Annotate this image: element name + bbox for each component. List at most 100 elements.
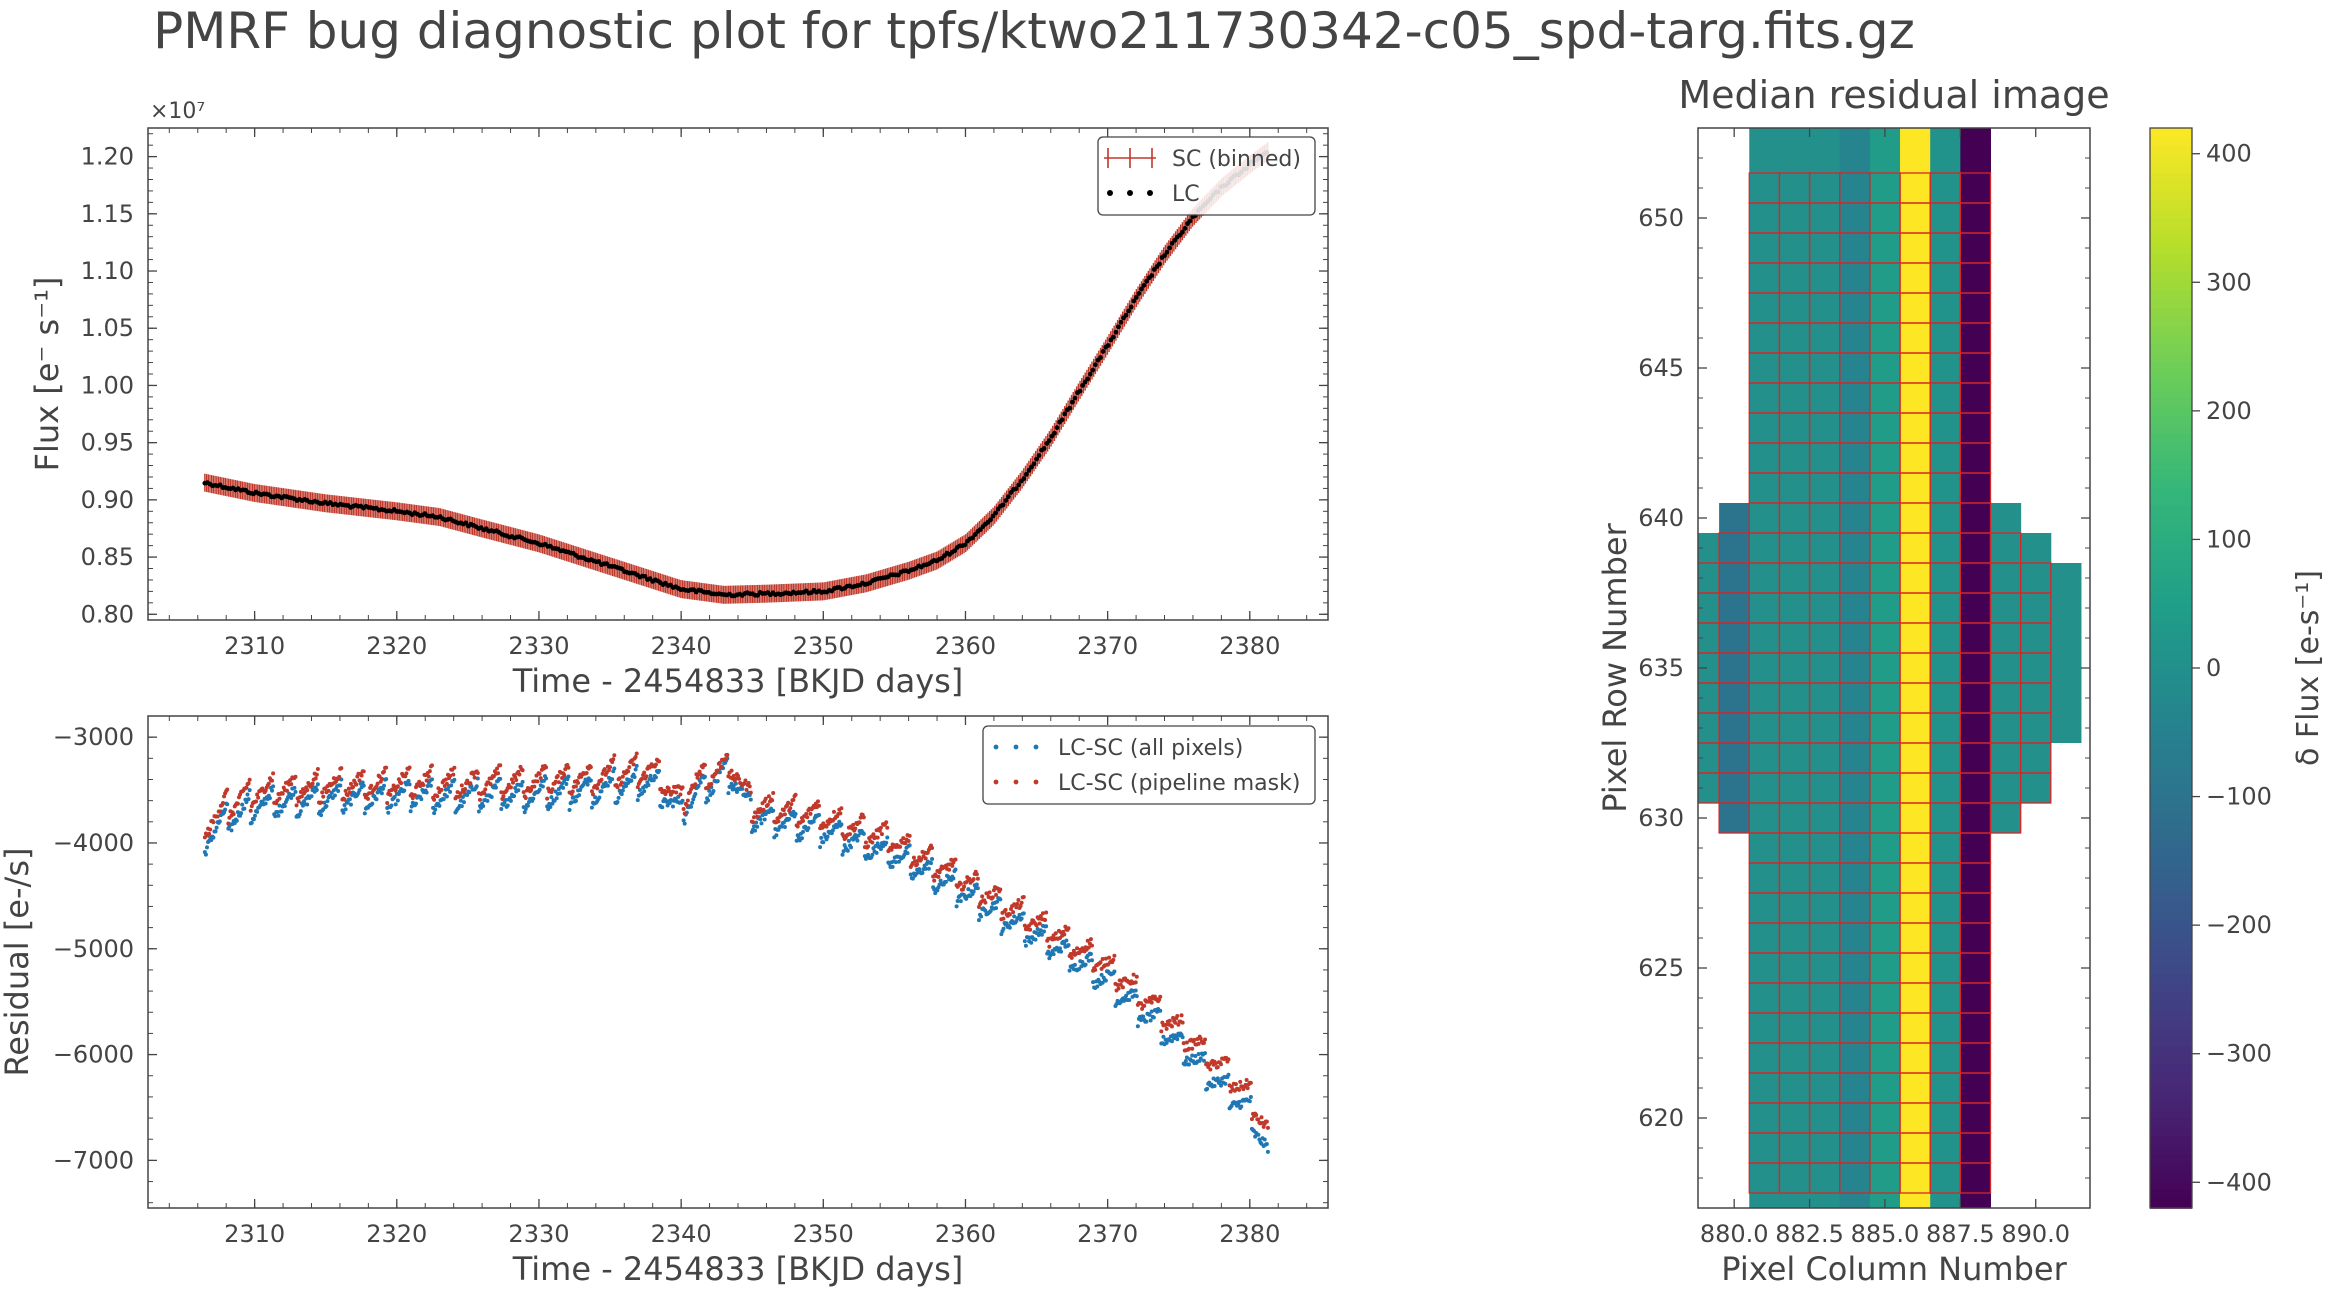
colorbar-step — [2150, 353, 2192, 363]
all-pixels-point — [379, 791, 384, 796]
all-pixels-point — [271, 784, 276, 789]
pipeline-mask-point — [1003, 907, 1008, 912]
pipeline-mask-point — [608, 765, 613, 770]
pixel-column — [1869, 128, 1901, 1208]
x-tick-label: 2320 — [366, 1220, 427, 1248]
colorbar-step — [2150, 398, 2192, 408]
all-pixels-point — [527, 799, 532, 804]
pipeline-mask-point — [950, 863, 955, 868]
lc-point — [1118, 319, 1124, 325]
all-pixels-point — [1042, 929, 1047, 934]
pipeline-mask-point — [563, 767, 568, 772]
lc-point — [1062, 411, 1068, 417]
x-tick-label: 2330 — [508, 1220, 569, 1248]
all-pixels-point — [584, 779, 589, 784]
all-pixels-point — [485, 798, 490, 803]
pipeline-mask-point — [277, 796, 282, 801]
all-pixels-point — [755, 824, 760, 829]
colorbar-step — [2150, 758, 2192, 768]
pipeline-mask-point — [729, 768, 734, 773]
lc-point — [1187, 218, 1193, 224]
all-pixels-point — [225, 802, 230, 807]
pipeline-mask-point — [949, 857, 954, 862]
all-pixels-point — [386, 810, 391, 815]
all-pixels-point — [759, 821, 764, 826]
all-pixels-point — [933, 891, 938, 896]
pipeline-mask-point — [314, 772, 319, 777]
all-pixels-point — [1064, 938, 1069, 943]
pipeline-mask-point — [744, 787, 749, 792]
y-tick-label: −7000 — [53, 1146, 134, 1174]
lc-point — [1100, 348, 1106, 354]
pixel-column — [1960, 128, 1991, 1208]
colorbar-step — [2150, 722, 2192, 732]
pipeline-mask-point — [689, 787, 694, 792]
colorbar-step — [2150, 785, 2192, 795]
all-pixels-point — [681, 818, 686, 823]
all-pixels-point — [1164, 1040, 1169, 1045]
pipeline-mask-point — [477, 797, 482, 802]
mask-pixel — [1989, 532, 2022, 564]
all-pixels-point — [374, 797, 379, 802]
pipeline-mask-point — [1198, 1036, 1203, 1041]
pipeline-mask-point — [659, 786, 664, 791]
all-pixels-point — [1023, 943, 1028, 948]
all-pixels-point — [476, 809, 481, 814]
colorbar-step — [2150, 380, 2192, 390]
all-pixels-point — [893, 860, 898, 865]
all-pixels-point — [406, 778, 411, 783]
all-pixels-point — [1051, 952, 1056, 957]
colorbar-step — [2150, 1019, 2192, 1029]
pipeline-mask-point — [863, 840, 868, 845]
colorbar-step — [2150, 506, 2192, 516]
lc-point — [1080, 383, 1086, 388]
x-tick-label: 2350 — [793, 632, 854, 660]
all-pixels-point — [1072, 962, 1077, 967]
all-pixels-point — [525, 803, 530, 808]
pixel-column — [1990, 503, 2022, 833]
colorbar-step — [2150, 200, 2192, 210]
colorbar-step — [2150, 263, 2192, 273]
x-axis-label: Time - 2454833 [BKJD days] — [512, 1250, 964, 1288]
colorbar-tick-label: −100 — [2206, 783, 2272, 811]
all-pixels-point — [819, 835, 824, 840]
pipeline-mask-point — [305, 788, 310, 793]
pipeline-mask-point — [715, 768, 720, 773]
lc-point — [952, 548, 958, 554]
all-pixels-point — [1215, 1076, 1220, 1081]
pipeline-mask-point — [765, 802, 770, 807]
pipeline-mask-point — [1019, 900, 1024, 905]
all-pixels-point — [782, 825, 787, 830]
pipeline-mask-point — [791, 797, 796, 802]
pipeline-mask-point — [1115, 982, 1120, 987]
pipeline-mask-point — [326, 788, 331, 793]
legend-lc-label: LC — [1172, 182, 1200, 207]
pipeline-mask-point — [884, 820, 889, 825]
pipeline-mask-point — [644, 774, 649, 779]
all-pixels-point — [239, 811, 244, 816]
pipeline-mask-point — [731, 773, 736, 778]
all-pixels-point — [1044, 924, 1049, 929]
all-pixels-point — [999, 932, 1004, 937]
colorbar-step — [2150, 686, 2192, 696]
all-pixels-point — [930, 857, 935, 862]
pipeline-mask-point — [866, 844, 871, 849]
all-pixels-point — [319, 813, 324, 818]
all-pixels-point — [520, 779, 525, 784]
all-pixels-point — [988, 908, 993, 913]
all-pixels-point — [244, 800, 249, 805]
colorbar-step — [2150, 308, 2192, 318]
all-pixels-point — [461, 800, 466, 805]
colorbar-step — [2150, 1082, 2192, 1092]
pipeline-mask-point — [384, 765, 389, 770]
all-pixels-point — [682, 821, 687, 826]
all-pixels-point — [1035, 927, 1040, 932]
all-pixels-point — [459, 804, 464, 809]
pipeline-mask-point — [1245, 1086, 1250, 1091]
colorbar-step — [2150, 533, 2192, 543]
colorbar-step — [2150, 1199, 2192, 1209]
all-pixels-point — [1149, 1009, 1154, 1014]
colorbar-step — [2150, 1136, 2192, 1146]
all-pixels-point — [513, 786, 518, 791]
pipeline-mask-point — [1201, 1040, 1206, 1045]
